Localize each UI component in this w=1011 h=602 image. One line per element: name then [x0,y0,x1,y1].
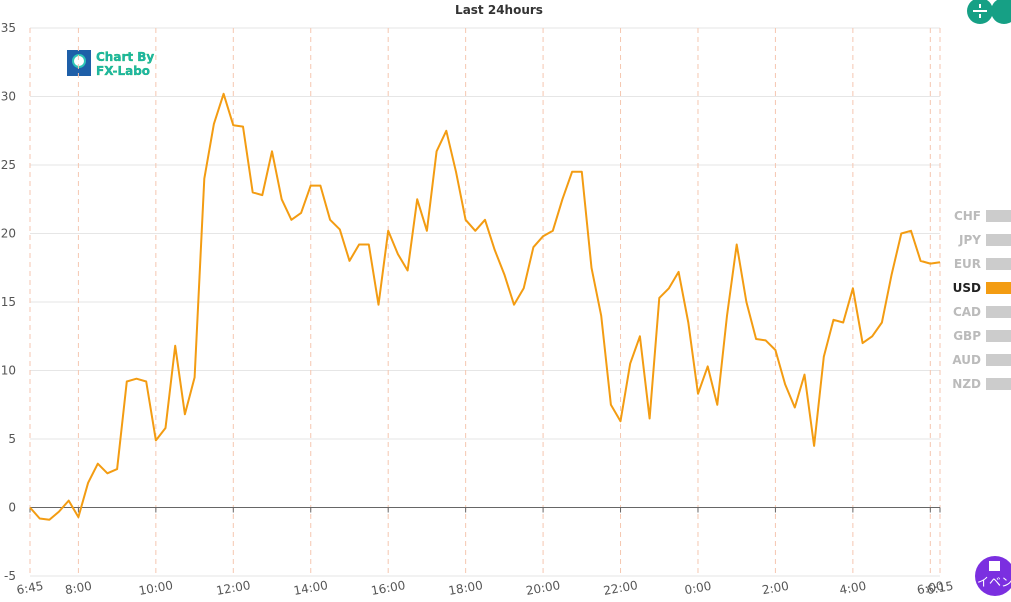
x-tick-label: 12:00 [215,578,251,598]
x-tick-label: 6:45 [16,579,45,597]
event-icon [989,561,1000,571]
y-tick-label: 30 [1,90,16,104]
legend-label[interactable]: NZD [952,377,981,391]
legend-label[interactable]: CHF [954,209,981,223]
legend-swatch[interactable] [986,306,1011,318]
x-tick-label: 22:00 [602,578,638,598]
chart-title: Last 24hours [455,3,543,17]
event-button-bg[interactable] [975,556,1011,596]
x-tick-label: 2:00 [761,579,790,597]
event-button-label[interactable]: イベン [977,575,1011,589]
grid [29,27,941,577]
x-tick-label: 0:00 [683,579,712,597]
y-tick-label: 0 [8,501,16,515]
event-button[interactable]: イベン [975,556,1011,596]
legend-label[interactable]: EUR [954,257,981,271]
legend-label[interactable]: JPY [958,233,981,247]
x-tick-label: 6:00 [916,579,945,597]
legend-label[interactable]: CAD [953,305,981,319]
x-tick-label: 10:00 [138,578,174,598]
x-tick-label: 4:00 [838,579,867,597]
legend-label[interactable]: USD [953,281,981,295]
tool-button[interactable] [991,0,1011,24]
tool-icon [973,4,987,18]
logo-icon [72,54,86,68]
y-tick-label: 10 [1,364,16,378]
y-tick-label: 25 [1,158,16,172]
line [29,92,941,521]
x-tick-label: 18:00 [447,578,483,598]
x-tick-label: 6:15 [926,579,955,597]
x-tick-label: 16:00 [370,578,406,598]
legend-swatch[interactable] [986,378,1011,390]
legend-swatch[interactable] [986,354,1011,366]
y-tick-label: 15 [1,295,16,309]
toolbar[interactable] [967,0,1011,24]
x-tick-label: 14:00 [292,578,328,598]
y-tick-label: -5 [4,569,16,583]
legend-swatch[interactable] [986,282,1011,294]
legend-swatch[interactable] [986,210,1011,222]
legend-swatch[interactable] [986,258,1011,270]
y-tick-label: 5 [8,432,16,446]
logo: Chart By FX-Labo [67,50,155,78]
logo-text: Chart By [96,50,154,64]
legend-label[interactable]: GBP [953,329,981,343]
y-tick-label: 35 [1,21,16,35]
logo-text: FX-Labo [96,64,150,78]
legend-label[interactable]: AUD [952,353,981,367]
y-tick-label: 20 [1,227,16,241]
x-tick-label: 20:00 [525,578,561,598]
legend-swatch[interactable] [986,330,1011,342]
legend-swatch[interactable] [986,234,1011,246]
x-tick-label: 8:00 [64,579,93,597]
